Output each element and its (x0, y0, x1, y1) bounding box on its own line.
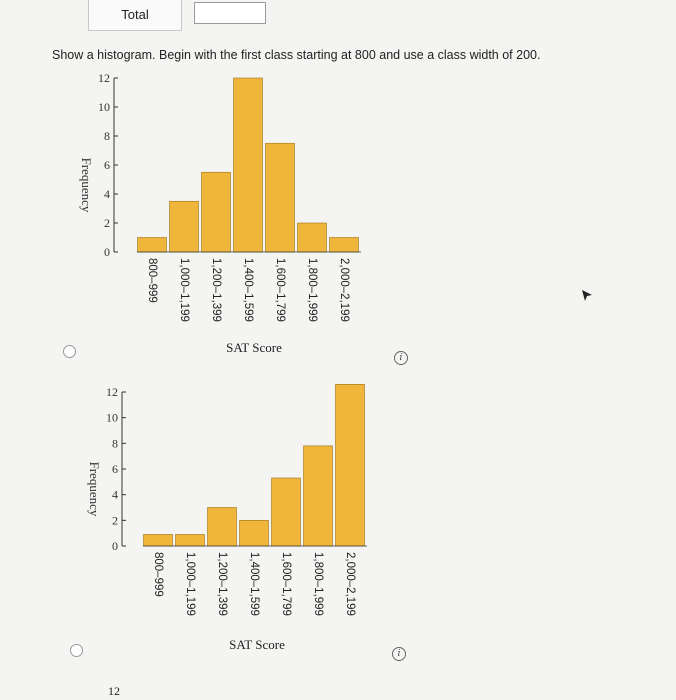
x-axis-label: SAT Score (229, 637, 285, 652)
y-tick-label: 6 (104, 158, 110, 172)
x-tick-label: 1,200–1,399 (210, 258, 222, 322)
histogram-option-a: 0 2 4 6 8 10 12 Frequency 800–999 1,000–1,199 1,20… (79, 71, 361, 355)
y-tick-label: 10 (106, 411, 118, 425)
y-tick-label: 12 (106, 385, 118, 399)
y-tick-label: 8 (112, 436, 118, 450)
histogram-bar (265, 142, 295, 253)
total-input[interactable] (194, 2, 266, 24)
table-total-row: Total (88, 0, 278, 34)
histogram-option-b: 0 2 4 6 8 10 12 Frequency 800–999 1,000–1,199 1,20… (87, 383, 367, 652)
option-a-radio[interactable] (63, 345, 76, 358)
histogram-bar (207, 507, 237, 547)
x-tick-label: 1,400–1,599 (242, 258, 254, 322)
histogram-bar (137, 237, 167, 253)
x-tick-label: 1,600–1,799 (274, 258, 286, 322)
option-a-info-icon[interactable]: i (394, 351, 408, 365)
option-b-info-icon[interactable]: i (392, 647, 406, 661)
x-tick-label: 1,400–1,599 (248, 552, 260, 616)
histogram-bar (297, 222, 327, 253)
x-tick-label: 800–999 (152, 552, 164, 597)
total-label: Total (88, 0, 182, 31)
mouse-cursor-icon (582, 290, 592, 301)
x-tick-label: 1,000–1,199 (178, 258, 190, 322)
x-tick-label: 800–999 (146, 258, 158, 303)
y-tick-label: 0 (104, 245, 110, 259)
x-tick-label: 2,000–2,199 (344, 552, 356, 616)
y-tick-label: 4 (112, 488, 118, 502)
y-tick-label: 8 (104, 129, 110, 143)
histogram-bar (143, 534, 173, 547)
histogram-bar (329, 237, 359, 253)
y-tick-label: 2 (104, 216, 110, 230)
histogram-bar (169, 200, 199, 253)
histogram-bar (271, 477, 301, 547)
y-tick-label: 12 (98, 71, 110, 85)
y-tick-label: 0 (112, 539, 118, 553)
x-tick-label: 2,000–2,199 (338, 258, 350, 322)
y-axis-label: Frequency (79, 158, 94, 213)
x-tick-label: 1,200–1,399 (216, 552, 228, 616)
y-tick-label: 2 (112, 513, 118, 527)
y-tick-label: 4 (104, 187, 110, 201)
x-tick-label: 1,800–1,999 (312, 552, 324, 616)
histogram-bar (335, 383, 365, 547)
partial-y-tick: 12 (108, 684, 120, 698)
y-axis-label: Frequency (87, 462, 102, 517)
y-tick-label: 6 (112, 462, 118, 476)
histogram-bar (303, 445, 333, 547)
x-axis-label: SAT Score (226, 340, 282, 355)
y-tick-label: 10 (98, 100, 110, 114)
histogram-bar (233, 77, 263, 253)
x-tick-label: 1,800–1,999 (306, 258, 318, 322)
x-tick-label: 1,600–1,799 (280, 552, 292, 616)
question-instruction: Show a histogram. Begin with the first c… (52, 48, 541, 62)
histogram-bar (175, 534, 205, 547)
option-b-radio[interactable] (70, 644, 83, 657)
histogram-bar (201, 171, 231, 253)
x-tick-label: 1,000–1,199 (184, 552, 196, 616)
histogram-bar (239, 520, 269, 547)
